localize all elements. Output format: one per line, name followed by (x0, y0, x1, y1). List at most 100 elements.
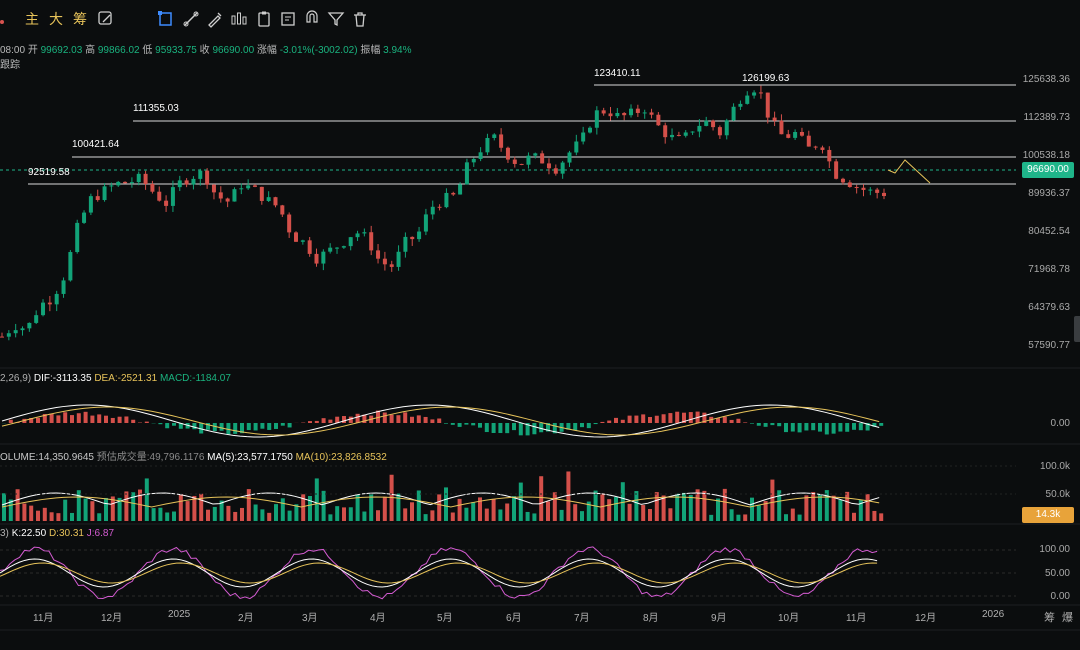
volume-bar (49, 512, 54, 521)
volume-bar (614, 497, 618, 521)
brush-icon[interactable] (206, 10, 224, 28)
macd-bar (144, 421, 149, 423)
volume-ma10: MA(10):23,826.8532 (295, 452, 387, 463)
candle-body (793, 131, 798, 138)
volume-bar (280, 498, 285, 521)
candle-body (731, 106, 736, 121)
macd-bar (63, 412, 68, 423)
kdj-legend: 3) K:22.50 D:30.31 J:6.87 (0, 528, 114, 539)
magnet-icon[interactable] (303, 10, 321, 28)
volume-bar (471, 502, 476, 521)
macd-bar (396, 415, 401, 423)
x-axis-label: 11月 (846, 613, 867, 624)
macd-bar (797, 423, 802, 433)
macd-bar (253, 423, 258, 431)
candle-body (840, 178, 845, 183)
panel-resize-handle[interactable] (1074, 316, 1080, 342)
macd-bar (444, 423, 448, 424)
volume-bar (158, 507, 163, 521)
macd-bar (838, 423, 843, 432)
low-value: 95933.75 (155, 45, 197, 56)
candle-body (690, 131, 695, 133)
volume-bar (90, 501, 95, 521)
rectangle-icon[interactable] (157, 10, 175, 28)
candle-body (505, 147, 510, 160)
macd-legend: 2,26,9) DIF:-3113.35 DEA:-2521.31 MACD:-… (0, 373, 231, 384)
volume-bar (42, 507, 47, 521)
filter-icon[interactable] (327, 10, 345, 28)
volume-bar (872, 510, 877, 521)
volume-axis-tick: 50.0k (1045, 489, 1070, 500)
back-icon[interactable] (0, 9, 8, 29)
macd-bar (430, 419, 435, 423)
trash-icon[interactable] (351, 10, 369, 28)
candle-body (369, 232, 374, 251)
macd-bar (131, 419, 136, 423)
bars-icon[interactable] (230, 10, 248, 28)
macd-value: MACD:-1184.07 (159, 373, 231, 384)
candle-body (512, 159, 517, 164)
level-label-123410: 123410.11 (594, 68, 641, 79)
candle-body (567, 152, 572, 163)
candle-body (287, 214, 292, 233)
candle-body (191, 178, 196, 185)
macd-bar (512, 423, 516, 431)
liquidation-tool-button[interactable]: 爆 (1062, 612, 1073, 624)
candle-body (376, 250, 381, 259)
candle-body (88, 196, 93, 213)
candle-body (61, 280, 66, 294)
candle-body (389, 264, 394, 267)
candle-body (882, 192, 886, 197)
clipboard-icon[interactable] (255, 10, 273, 28)
price-axis-tick: 64379.63 (1028, 302, 1070, 313)
volume-bar (70, 512, 74, 521)
macd-bar (97, 414, 102, 423)
macd-bar (314, 420, 319, 423)
macd-bar (539, 423, 544, 433)
volume-bar (675, 493, 680, 521)
volume-bar (722, 488, 727, 521)
macd-bar (110, 417, 115, 423)
candle-body (786, 134, 791, 138)
chip-tool-button[interactable]: 筹 (1044, 612, 1055, 624)
macd-dif-line (1, 404, 880, 438)
macd-bar (403, 412, 408, 423)
level-label-92519: 92519.58 (28, 167, 70, 178)
candle-body (307, 240, 312, 254)
toolbar-main-button[interactable]: 主 (25, 11, 39, 27)
candle-body (663, 125, 668, 138)
candle-body (34, 315, 39, 323)
volume-bar (151, 508, 156, 521)
kdj-axis-tick: 50.00 (1044, 568, 1070, 579)
macd-bar (212, 423, 217, 432)
toolbar-chip-button[interactable]: 筹 (73, 11, 87, 27)
price-axis-tick: 71968.78 (1028, 264, 1070, 275)
candle-body (471, 158, 476, 163)
candle-body (581, 132, 586, 142)
projection-line (887, 159, 931, 184)
macd-bar (355, 413, 360, 423)
volume-bar (246, 489, 251, 521)
kdj-j: J:6.87 (86, 528, 115, 539)
volume-bar (294, 504, 299, 521)
note-icon[interactable] (279, 10, 297, 28)
candle-body (430, 206, 435, 215)
volume-bar (110, 496, 115, 521)
toolbar-big-button[interactable]: 大 (49, 11, 63, 27)
kdj-k: K:22.50 (11, 528, 47, 539)
volume-bar (124, 491, 129, 521)
volume-bar (784, 514, 788, 521)
volume-bar (464, 507, 469, 521)
macd-bar (70, 415, 74, 423)
macd-bar (661, 414, 666, 423)
pen-icon[interactable] (97, 10, 115, 28)
candle-body (205, 170, 210, 185)
ruler-icon[interactable] (182, 10, 200, 28)
volume-bar (97, 513, 102, 521)
macd-bar (552, 423, 557, 434)
volume-bar (437, 494, 442, 521)
volume-bar (756, 505, 761, 521)
candle-body (574, 141, 579, 153)
macd-dif: DIF:-3113.35 (33, 373, 92, 384)
